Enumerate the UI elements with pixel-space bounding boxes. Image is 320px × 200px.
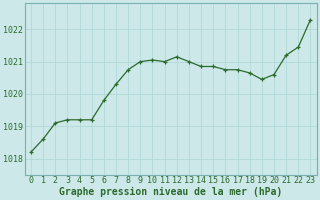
X-axis label: Graphe pression niveau de la mer (hPa): Graphe pression niveau de la mer (hPa) [59,186,282,197]
